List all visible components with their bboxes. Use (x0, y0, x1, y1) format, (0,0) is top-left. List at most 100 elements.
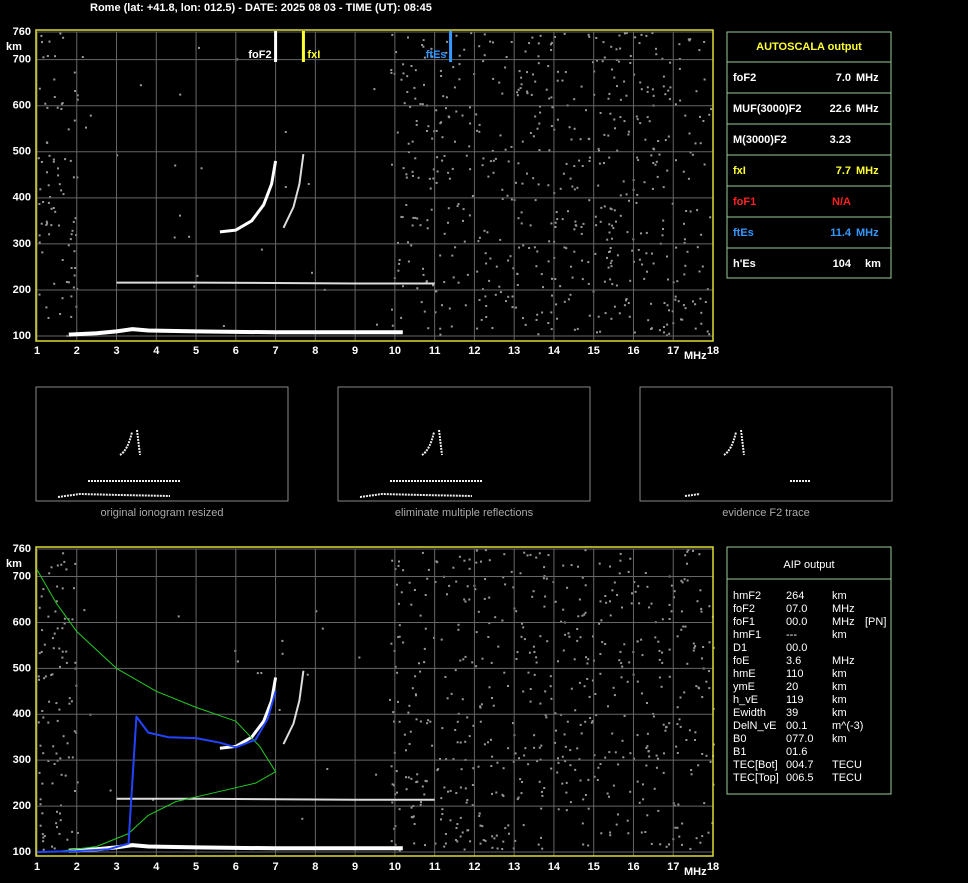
noise-dot (542, 577, 545, 580)
noise-dot (484, 252, 487, 255)
noise-dot (686, 562, 688, 565)
noise-dot (645, 764, 648, 767)
noise-dot (510, 570, 513, 573)
noise-dot (539, 111, 542, 114)
noise-dot (411, 687, 414, 690)
thumb-caption: evidence F2 trace (722, 507, 809, 519)
noise-dot (618, 659, 621, 662)
noise-dot (627, 130, 630, 133)
noise-dot (38, 652, 41, 655)
noise-dot (395, 51, 398, 54)
noise-dot (537, 62, 540, 65)
noise-dot (511, 295, 514, 298)
noise-dot (555, 303, 558, 306)
noise-dot (479, 705, 482, 708)
noise-dot (593, 754, 596, 757)
noise-dot (683, 241, 686, 244)
noise-dot (62, 735, 65, 738)
noise-dot (694, 327, 697, 330)
noise-dot (63, 560, 66, 563)
noise-dot (516, 91, 519, 94)
noise-dot (38, 606, 41, 609)
noise-dot (463, 598, 466, 601)
noise-dot (436, 156, 439, 159)
noise-dot (398, 560, 400, 563)
x-tick-label: 2 (74, 861, 80, 873)
noise-dot (554, 278, 557, 280)
noise-dot (421, 44, 424, 46)
noise-dot (665, 726, 667, 729)
noise-dot (52, 745, 55, 748)
noise-dot (599, 763, 602, 765)
noise-dot (678, 43, 681, 46)
noise-dot (53, 282, 56, 285)
noise-dot (668, 648, 671, 651)
x-tick-label: 16 (627, 345, 639, 357)
noise-dot (44, 102, 47, 105)
noise-dot (596, 59, 598, 62)
noise-dot (48, 233, 51, 236)
noise-dot (674, 295, 677, 298)
noise-dot (76, 98, 79, 101)
noise-dot (663, 302, 666, 304)
noise-dot (433, 636, 435, 639)
noise-dot (67, 244, 70, 247)
noise-dot (66, 838, 69, 841)
noise-dot (403, 733, 406, 736)
aip-frame (726, 546, 892, 795)
noise-dot (645, 34, 648, 37)
noise-dot (440, 121, 443, 124)
noise-dot (607, 266, 610, 269)
noise-dot (448, 177, 451, 180)
noise-dot (535, 556, 538, 559)
noise-dot (661, 234, 664, 237)
noise-dot (609, 278, 612, 281)
noise-dot (389, 698, 391, 701)
noise-dot (585, 656, 587, 659)
noise-dot (528, 651, 531, 654)
noise-dot (73, 274, 76, 277)
noise-dot (464, 740, 467, 743)
noise-dot (622, 180, 625, 183)
noise-dot (699, 841, 702, 844)
noise-dot (284, 186, 287, 188)
x-tick-label: 13 (508, 861, 520, 873)
noise-dot (490, 661, 493, 664)
noise-dot (116, 154, 119, 157)
noise-dot (657, 140, 660, 142)
y-tick-label: 100 (13, 330, 31, 342)
noise-dot (623, 120, 626, 123)
noise-dot (512, 267, 515, 270)
noise-dot (458, 78, 461, 81)
noise-dot (652, 94, 655, 97)
noise-dot (604, 312, 607, 315)
noise-dot (657, 809, 660, 812)
noise-dot (577, 565, 579, 568)
noise-dot (599, 653, 602, 655)
noise-dot (414, 216, 417, 219)
noise-dot (689, 210, 692, 213)
noise-dot (668, 675, 671, 678)
noise-dot (579, 779, 582, 782)
noise-dot (60, 108, 63, 110)
noise-dot (692, 549, 694, 552)
noise-dot (46, 106, 49, 109)
noise-dot (688, 39, 691, 42)
header-title: Rome (lat: +41.8, lon: 012.5) - DATE: 20… (90, 2, 432, 14)
noise-dot (603, 280, 606, 283)
noise-dot (485, 316, 488, 318)
noise-dot (59, 757, 62, 760)
noise-dot (434, 581, 437, 583)
x-tick-label: 8 (312, 861, 318, 873)
noise-dot (698, 270, 701, 273)
noise-dot (658, 658, 661, 661)
noise-dot (547, 322, 550, 324)
noise-dot (484, 839, 487, 842)
noise-dot (571, 185, 574, 188)
noise-dot (414, 69, 417, 72)
noise-dot (439, 69, 442, 72)
noise-dot (471, 784, 474, 786)
noise-dot (683, 222, 685, 225)
noise-dot (532, 73, 534, 76)
aip-cell: 01.6 (786, 746, 807, 758)
